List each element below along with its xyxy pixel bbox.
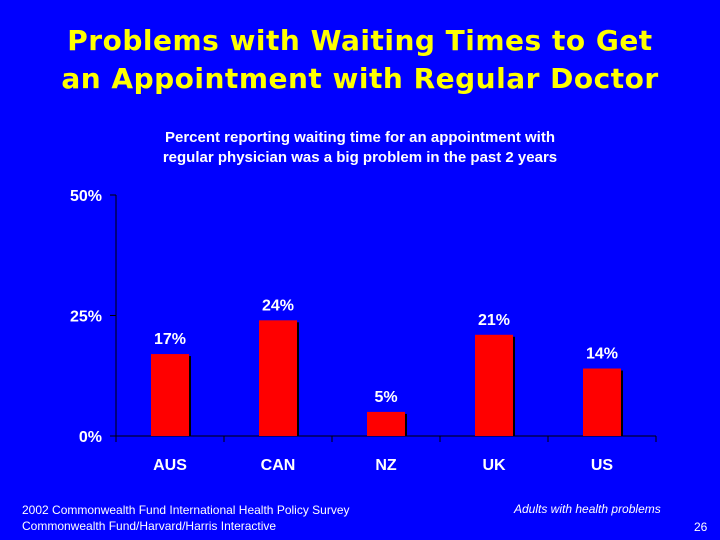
bar [151, 354, 189, 436]
x-tick-label: NZ [375, 457, 397, 474]
bar [367, 411, 405, 436]
source-line-1: 2002 Commonwealth Fund International Hea… [22, 503, 350, 517]
x-tick-label: CAN [261, 457, 296, 474]
x-tick-label: AUS [153, 457, 187, 474]
y-tick-label: 0% [79, 429, 102, 446]
bar [583, 368, 621, 436]
data-label: 5% [374, 389, 397, 406]
x-tick-label: US [591, 457, 614, 474]
chart-title-line-1: Percent reporting waiting time for an ap… [164, 129, 556, 146]
y-tick-label: 50% [70, 188, 102, 205]
bar [475, 334, 513, 436]
bar [259, 320, 297, 436]
chart-title-line-2: regular physician was a big problem in t… [162, 149, 558, 166]
chart-title: Percent reporting waiting time for an ap… [0, 128, 720, 168]
y-tick-label: 25% [70, 309, 102, 326]
slide-title: Problems with Waiting Times to Get an Ap… [0, 22, 720, 98]
data-label: 14% [586, 346, 618, 363]
page-number: 26 [694, 520, 708, 534]
data-label: 24% [262, 297, 294, 314]
source-line-2: Commonwealth Fund/Harvard/Harris Interac… [22, 519, 277, 533]
source-citation: 2002 Commonwealth Fund International Hea… [22, 502, 350, 534]
population-note: Adults with health problems [514, 502, 661, 516]
data-label: 21% [478, 312, 510, 329]
slide-title-line-1: Problems with Waiting Times to Get [67, 24, 653, 57]
data-label: 17% [154, 331, 186, 348]
slide-title-line-2: an Appointment with Regular Doctor [61, 62, 659, 95]
x-tick-label: UK [482, 457, 506, 474]
